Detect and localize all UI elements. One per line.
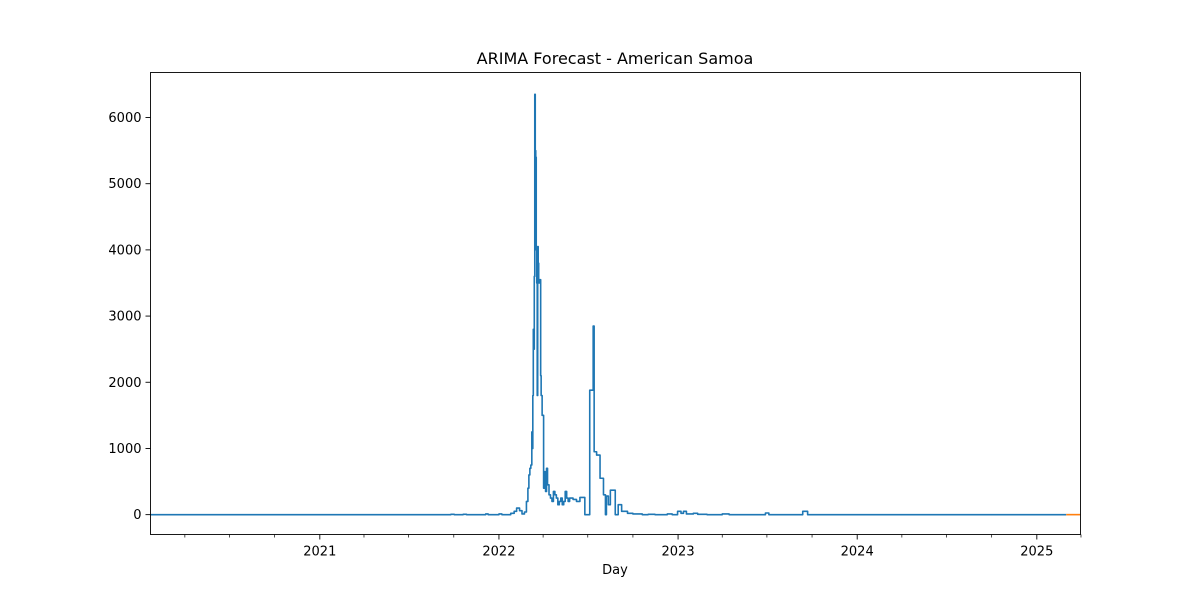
y-tick-label: 5000: [108, 177, 141, 192]
series-layer: [150, 93, 1081, 516]
y-tick-label: 0: [133, 508, 141, 523]
x-axis: 2021 2022 2023 2024 2025: [184, 534, 1082, 560]
y-axis: 0 1000 2000 3000 4000 5000 6000: [108, 111, 151, 523]
chart-title: ARIMA Forecast - American Samoa: [477, 49, 754, 68]
series-line-1: [150, 93, 1067, 516]
plot-frame: [150, 72, 1081, 535]
y-tick-label: 4000: [108, 243, 141, 258]
y-tick-label: 3000: [108, 310, 141, 325]
y-tick-label: 6000: [108, 111, 141, 126]
y-tick-label: 1000: [108, 442, 141, 457]
x-axis-label: Day: [602, 563, 628, 578]
x-tick-label: 2023: [662, 545, 695, 560]
x-tick-label: 2025: [1020, 545, 1053, 560]
x-tick-label: 2021: [303, 545, 336, 560]
x-tick-label: 2024: [841, 545, 874, 560]
x-tick-label: 2022: [482, 545, 515, 560]
y-tick-label: 2000: [108, 376, 141, 391]
